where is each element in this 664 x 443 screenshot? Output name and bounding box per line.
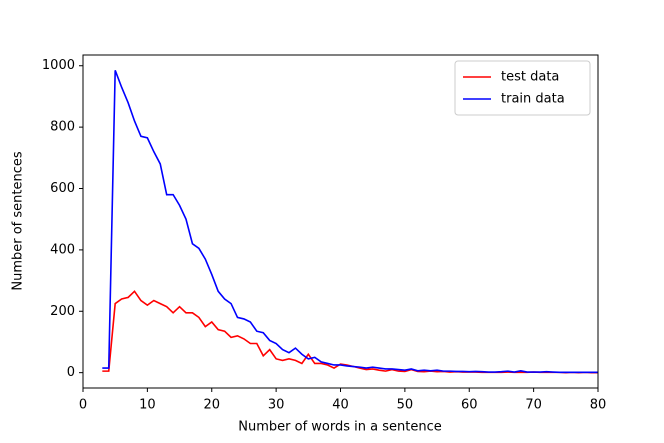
x-tick-label: 10 bbox=[139, 398, 156, 413]
y-tick-label: 1000 bbox=[42, 58, 75, 73]
x-axis-label: Number of words in a sentence bbox=[238, 420, 441, 435]
legend-label: test data bbox=[501, 70, 559, 85]
y-tick-label: 200 bbox=[50, 304, 75, 319]
legend-label: train data bbox=[501, 92, 565, 107]
y-tick-label: 800 bbox=[50, 120, 75, 135]
x-tick-label: 20 bbox=[203, 398, 220, 413]
axes-frame bbox=[82, 54, 599, 389]
data-line bbox=[102, 290, 598, 374]
x-tick-label: 30 bbox=[268, 398, 285, 413]
x-tick-label: 80 bbox=[590, 398, 607, 413]
y-tick-label: 400 bbox=[50, 242, 75, 257]
x-tick-label: 50 bbox=[397, 398, 414, 413]
x-tick-label: 60 bbox=[461, 398, 478, 413]
legend-box bbox=[454, 60, 591, 116]
data-line bbox=[102, 70, 598, 374]
y-tick-label: 0 bbox=[67, 365, 75, 380]
y-tick-label: 600 bbox=[50, 181, 75, 196]
y-axis-label: Number of sentences bbox=[11, 151, 26, 291]
x-tick-label: 70 bbox=[525, 398, 542, 413]
x-tick-label: 0 bbox=[79, 398, 87, 413]
x-tick-label: 40 bbox=[332, 398, 349, 413]
